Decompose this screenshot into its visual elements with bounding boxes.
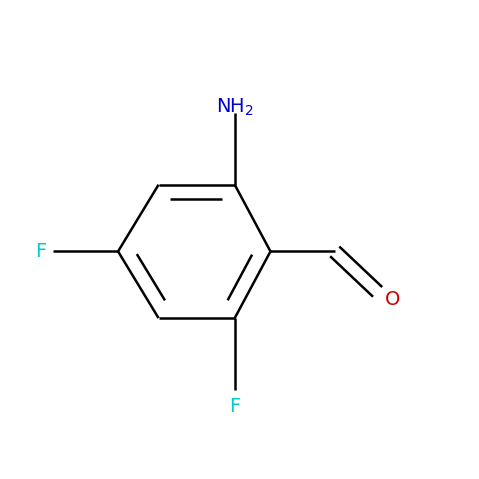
Text: O: O [385,289,400,308]
Text: F: F [229,397,240,416]
Text: F: F [35,242,46,261]
Text: NH$_2$: NH$_2$ [216,97,254,118]
